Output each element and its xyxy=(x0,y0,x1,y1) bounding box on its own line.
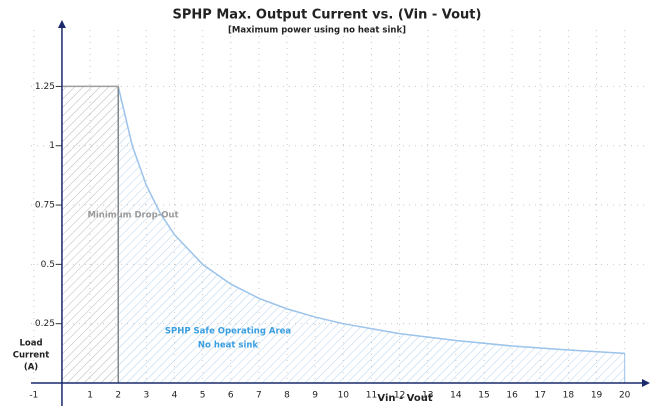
x-tick-label: 16 xyxy=(506,391,518,401)
y-axis-label: Current xyxy=(13,351,50,361)
x-tick-label: 2 xyxy=(115,391,121,401)
x-tick-label: 12 xyxy=(394,391,405,401)
chart-title: SPHP Max. Output Current vs. (Vin - Vout… xyxy=(173,8,482,23)
x-tick-label: 20 xyxy=(619,391,631,401)
region-note: No heat sink xyxy=(198,341,259,351)
x-tick-label: 17 xyxy=(535,391,546,401)
y-axis-label: Load xyxy=(19,339,42,349)
y-tick-label: 1.25 xyxy=(35,82,55,92)
x-tick-label: 7 xyxy=(256,391,262,401)
x-tick-label: 14 xyxy=(450,391,462,401)
x-tick-label: 8 xyxy=(284,391,290,401)
x-axis-arrow xyxy=(642,379,650,387)
x-tick-label: 15 xyxy=(478,391,489,401)
y-axis-label: (A) xyxy=(24,363,38,373)
x-tick-label: 19 xyxy=(591,391,603,401)
x-tick-label: 5 xyxy=(200,391,206,401)
x-tick-label: 4 xyxy=(172,391,178,401)
x-tick-label: 13 xyxy=(422,391,433,401)
y-tick-label: 0.75 xyxy=(35,201,55,211)
y-axis-arrow xyxy=(57,20,66,28)
chart-subtitle: [Maximum power using no heat sink] xyxy=(228,26,406,36)
y-tick-label: 1 xyxy=(49,141,55,151)
area-fill xyxy=(61,85,119,384)
x-tick-label: -1 xyxy=(29,391,38,401)
y-tick-label: 0.25 xyxy=(35,319,55,329)
x-tick-label: 11 xyxy=(366,391,377,401)
y-tick-label: 0.5 xyxy=(41,260,55,270)
region-label: Minimum Drop-Out xyxy=(87,211,178,221)
x-tick-label: 3 xyxy=(143,391,149,401)
region-label: SPHP Safe Operating Area xyxy=(165,327,292,337)
x-tick-label: 6 xyxy=(228,391,234,401)
x-tick-label: 10 xyxy=(338,391,350,401)
x-tick-label: 1 xyxy=(87,391,93,401)
x-tick-label: 18 xyxy=(563,391,575,401)
x-axis-label: Vin - Vout xyxy=(377,393,432,404)
area-line xyxy=(117,86,625,355)
x-tick-label: 9 xyxy=(312,391,318,401)
